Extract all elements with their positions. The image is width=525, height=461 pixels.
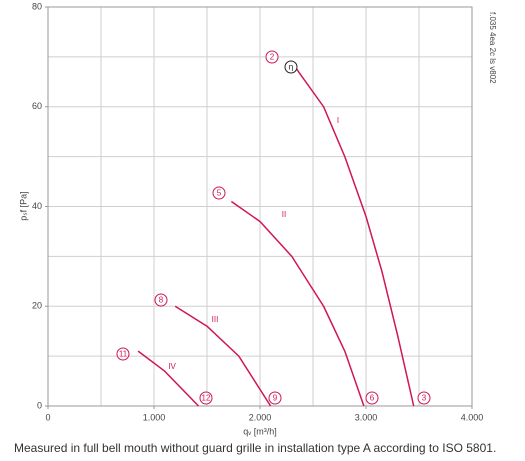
marker-label: η — [289, 63, 293, 72]
marker-circle — [199, 391, 213, 405]
curve-label: II — [282, 210, 286, 219]
marker-circle — [268, 391, 282, 405]
marker-circle — [417, 391, 431, 405]
y-tick-label: 20 — [32, 301, 42, 311]
curve-label: I — [337, 116, 339, 125]
y-axis-label: pₛf [Pa] — [18, 191, 28, 220]
marker-circle — [116, 347, 130, 361]
x-tick-label: 1.000 — [143, 412, 166, 422]
marker-label: 3 — [422, 394, 427, 403]
fan-curve — [174, 305, 272, 407]
footnote: Measured in full bell mouth without guar… — [14, 441, 496, 455]
x-tick-label: 3.000 — [355, 412, 378, 422]
fan-curve — [137, 350, 200, 407]
marker-label: 9 — [273, 394, 278, 403]
x-tick-label: 4.000 — [461, 412, 484, 422]
x-tick-label: 2.000 — [249, 412, 272, 422]
marker-label: 6 — [370, 394, 375, 403]
curve-label: IV — [168, 362, 176, 371]
marker-circle — [265, 50, 279, 64]
marker-circle — [154, 293, 168, 307]
marker-label: 5 — [217, 189, 222, 198]
marker-label: 8 — [159, 296, 164, 305]
marker-label: 2 — [270, 53, 275, 62]
y-tick-label: 0 — [37, 400, 42, 410]
y-tick-label: 40 — [32, 201, 42, 211]
marker-circle — [284, 60, 298, 74]
curve-label: III — [212, 315, 219, 324]
x-tick-label: 0 — [45, 412, 50, 422]
fan-curve — [294, 66, 415, 407]
marker-label: 12 — [202, 394, 211, 403]
marker-circle — [212, 186, 226, 200]
side-note: f.035 4ea 2c ls v802 — [488, 12, 497, 84]
y-tick-label: 80 — [32, 1, 42, 11]
marker-circle — [365, 391, 379, 405]
x-axis-label: qᵥ [m³/h] — [243, 426, 276, 436]
fan-curve — [230, 200, 365, 407]
marker-label: 11 — [119, 350, 128, 359]
y-tick-label: 60 — [32, 101, 42, 111]
